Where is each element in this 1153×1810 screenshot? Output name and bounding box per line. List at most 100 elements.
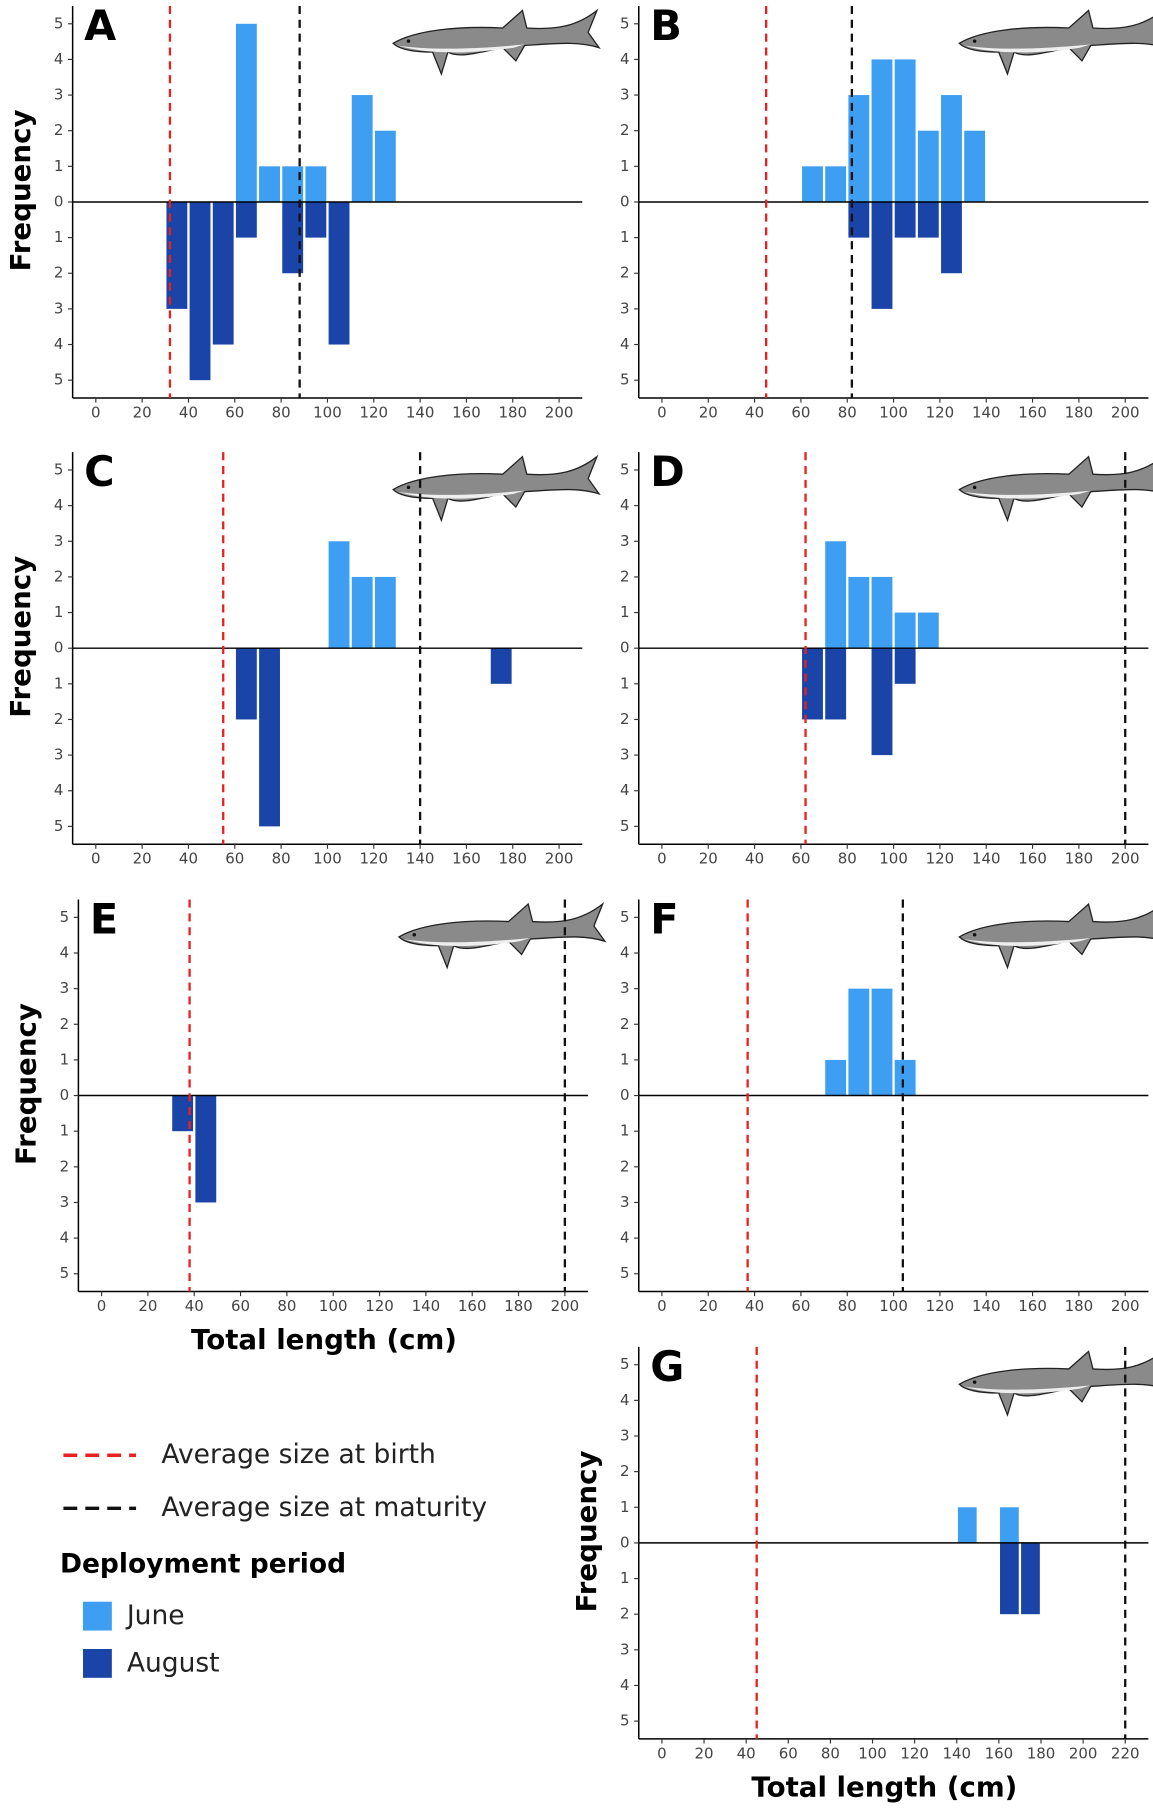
bar: [872, 577, 893, 648]
x-tick-label: 200: [1111, 403, 1140, 421]
x-tick-label: 80: [838, 403, 857, 421]
y-tick-label: 4: [620, 1229, 630, 1247]
x-tick-label: 160: [452, 850, 481, 868]
y-tick-label: 1: [620, 603, 630, 621]
y-tick-label: 2: [54, 710, 64, 728]
x-tick-label: 160: [1018, 403, 1047, 421]
y-tick-label: 2: [620, 567, 630, 585]
y-tick-label: 5: [54, 460, 64, 478]
x-tick-label: 80: [272, 850, 291, 868]
x-tick-label: 0: [657, 1297, 667, 1315]
y-tick-label: 5: [620, 371, 630, 389]
x-tick-label: 200: [1111, 850, 1140, 868]
x-tick-label: 120: [926, 1297, 955, 1315]
x-tick-label: 160: [1018, 850, 1047, 868]
y-tick-label: 4: [54, 781, 64, 799]
x-tick-label: 20: [133, 850, 152, 868]
y-tick-label: 5: [620, 460, 630, 478]
x-tick-label: 100: [879, 850, 908, 868]
y-tick-label: 3: [60, 979, 70, 997]
y-axis-title: Frequency: [4, 556, 37, 718]
y-tick-label: 3: [620, 1640, 630, 1658]
y-tick-label: 5: [60, 908, 70, 926]
y-tick-label: 4: [60, 1229, 70, 1247]
bar: [236, 24, 257, 202]
x-tick-label: 160: [1018, 1297, 1047, 1315]
y-tick-label: 4: [620, 496, 630, 514]
bar: [352, 577, 373, 648]
bar: [1000, 1543, 1019, 1614]
x-tick-label: 60: [791, 1297, 810, 1315]
x-tick-label: 40: [185, 1297, 204, 1315]
panel: 54321012345020406080100120140160180200F: [620, 895, 1153, 1315]
x-tick-label: 60: [231, 1297, 250, 1315]
y-tick-label: 5: [54, 371, 64, 389]
y-tick-label: 3: [620, 299, 630, 317]
bar: [895, 648, 916, 684]
bar: [352, 95, 373, 202]
x-tick-label: 160: [452, 403, 481, 421]
y-tick-label: 0: [54, 639, 64, 657]
y-tick-label: 4: [620, 1391, 630, 1409]
x-tick-label: 40: [745, 850, 764, 868]
bar: [918, 131, 939, 202]
x-tick-label: 20: [695, 1744, 714, 1762]
x-tick-label: 140: [412, 1297, 441, 1315]
x-tick-label: 0: [657, 850, 667, 868]
bar: [825, 166, 846, 202]
x-tick-label: 0: [657, 1744, 667, 1762]
y-tick-label: 5: [620, 1712, 630, 1730]
y-tick-label: 5: [620, 14, 630, 32]
bar: [236, 648, 257, 719]
bar: [236, 202, 257, 238]
y-tick-label: 3: [60, 1193, 70, 1211]
x-tick-label: 140: [406, 403, 435, 421]
bar: [895, 1060, 916, 1096]
y-tick-label: 3: [620, 1193, 630, 1211]
y-tick-label: 0: [620, 639, 630, 657]
y-tick-label: 3: [54, 746, 64, 764]
bar: [1000, 1507, 1019, 1543]
y-tick-label: 2: [620, 1015, 630, 1033]
y-tick-label: 2: [54, 121, 64, 139]
y-tick-label: 4: [54, 50, 64, 68]
y-tick-label: 4: [54, 335, 64, 353]
x-tick-label: 120: [359, 403, 388, 421]
y-tick-label: 2: [54, 567, 64, 585]
y-tick-label: 4: [620, 943, 630, 961]
x-tick-label: 100: [858, 1744, 887, 1762]
y-tick-label: 2: [620, 1157, 630, 1175]
legend-label: Average size at birth: [161, 1439, 435, 1470]
y-axis-title: Frequency: [10, 1003, 43, 1165]
y-tick-label: 0: [60, 1086, 70, 1104]
bar: [375, 577, 396, 648]
x-tick-label: 120: [926, 403, 955, 421]
y-tick-label: 0: [620, 1086, 630, 1104]
bar: [802, 166, 823, 202]
x-tick-label: 180: [1027, 1744, 1056, 1762]
bar: [195, 1096, 216, 1203]
bar: [872, 202, 893, 309]
y-tick-label: 4: [620, 781, 630, 799]
panel-letter: B: [650, 1, 682, 50]
panel-letter: C: [84, 447, 114, 496]
y-tick-label: 3: [54, 532, 64, 550]
x-tick-label: 80: [277, 1297, 296, 1315]
x-tick-label: 0: [657, 403, 667, 421]
y-tick-label: 3: [620, 746, 630, 764]
y-tick-label: 1: [54, 674, 64, 692]
x-tick-label: 40: [179, 403, 198, 421]
bar: [872, 59, 893, 202]
y-tick-label: 1: [60, 1050, 70, 1068]
panel-letter: A: [84, 1, 116, 50]
x-tick-label: 120: [900, 1744, 929, 1762]
y-tick-label: 3: [620, 532, 630, 550]
x-tick-label: 0: [91, 850, 101, 868]
y-tick-label: 5: [620, 908, 630, 926]
x-tick-label: 120: [365, 1297, 394, 1315]
shark-icon: [393, 457, 599, 521]
